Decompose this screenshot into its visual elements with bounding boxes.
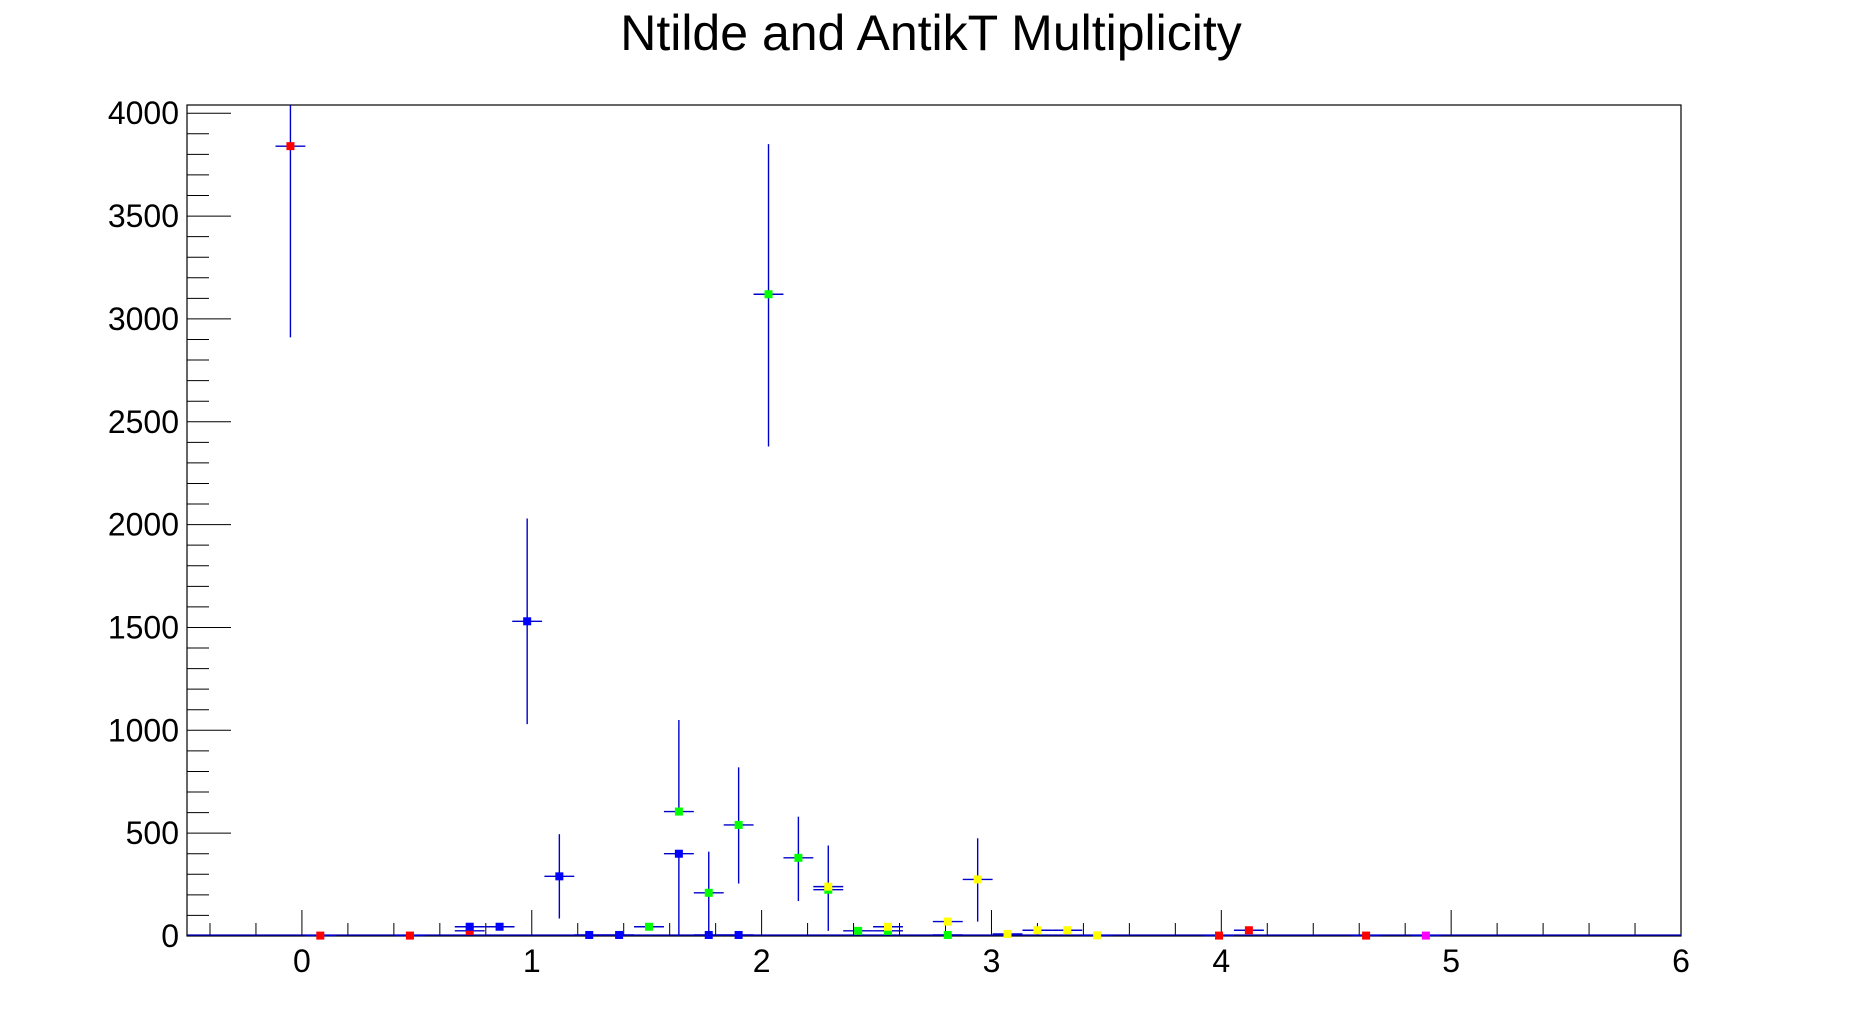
y-tick-label: 2500 (108, 404, 179, 440)
data-point (854, 926, 863, 935)
data-point (405, 931, 414, 940)
data-point (286, 142, 295, 151)
data-point (884, 922, 893, 931)
data-point (644, 922, 653, 931)
data-point (1063, 926, 1072, 935)
data-point (884, 926, 893, 935)
axis-ticks (187, 112, 1682, 937)
data-point (1421, 931, 1430, 940)
data-point (1362, 931, 1371, 940)
data-point (734, 930, 743, 939)
data-point (973, 875, 982, 884)
x-tick-label: 0 (293, 943, 311, 979)
x-tick-label: 1 (523, 943, 541, 979)
y-tick-label: 1000 (108, 712, 179, 748)
data-marks (187, 105, 1681, 940)
y-tick-label: 500 (126, 815, 179, 851)
data-point (555, 872, 564, 881)
x-tick-label: 5 (1442, 943, 1460, 979)
data-point (794, 853, 803, 862)
data-point (704, 888, 713, 897)
data-point (1003, 929, 1012, 938)
x-tick-label: 6 (1672, 943, 1690, 979)
data-point (943, 930, 952, 939)
data-point (585, 930, 594, 939)
y-tick-label: 4000 (108, 95, 179, 131)
data-point (674, 849, 683, 858)
chart-title: Ntilde and AntikT Multiplicity (620, 5, 1242, 61)
y-tick-label: 2000 (108, 507, 179, 543)
x-tick-label: 2 (753, 943, 771, 979)
data-point (764, 290, 773, 299)
y-tick-label: 3500 (108, 198, 179, 234)
data-point (465, 926, 474, 935)
y-tick-label: 0 (161, 918, 179, 954)
data-point (674, 807, 683, 816)
data-point (523, 617, 532, 626)
data-point (734, 820, 743, 829)
data-point (1244, 926, 1253, 935)
data-point (1215, 931, 1224, 940)
data-point (316, 931, 325, 940)
data-point (615, 930, 624, 939)
tick-labels: 0 1 2 3 4 5 6 0 500 1000 1500 2000 2500 3000 3500 4000 (108, 95, 1690, 979)
data-point (495, 922, 504, 931)
data-point (1033, 926, 1042, 935)
x-tick-label: 4 (1212, 943, 1230, 979)
y-tick-label: 3000 (108, 301, 179, 337)
y-tick-label: 1500 (108, 609, 179, 645)
data-point (824, 882, 833, 891)
x-tick-label: 3 (983, 943, 1001, 979)
data-point (1093, 931, 1102, 940)
data-point (943, 917, 952, 926)
plot-frame (186, 104, 1682, 937)
data-point (465, 922, 474, 931)
